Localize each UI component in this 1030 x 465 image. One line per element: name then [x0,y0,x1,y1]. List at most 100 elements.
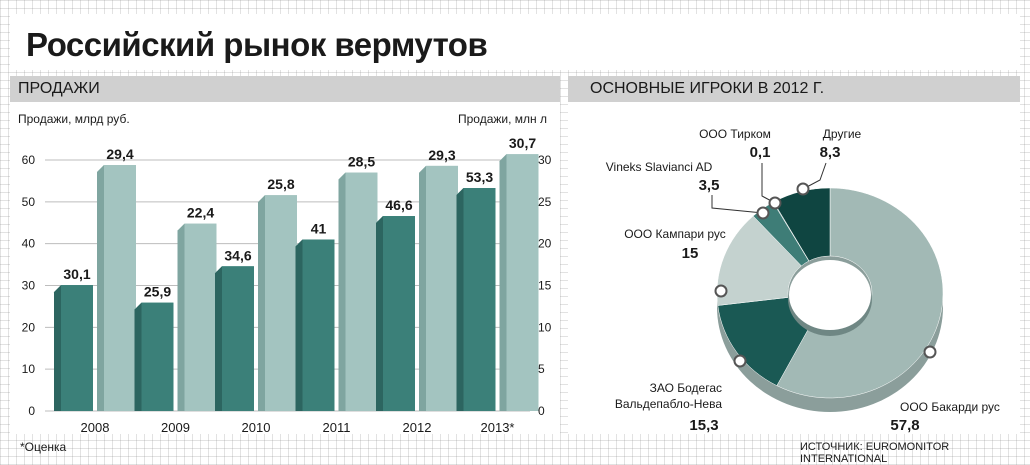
slice-name-label: ООО Кампари рус [624,227,726,241]
slice-name-label: Вальдепабло-Нева [615,397,723,411]
bar-rub [54,285,93,411]
bar-liters-side [419,165,426,411]
slice-marker [768,196,782,210]
bar-rub-side [134,302,142,411]
bar-rub [376,216,415,411]
bar-liters [97,165,136,411]
slice-marker [756,206,770,220]
y-right-axis-label: Продажи, млн л [458,112,547,126]
y-left-tick: 20 [22,320,36,334]
bar-rub-front [141,302,174,411]
slice-value-label: 3,5 [699,177,720,194]
leader-line [711,195,764,214]
slice-marker [796,182,810,196]
y-left-tick: 50 [22,195,36,209]
slice-marker [733,354,747,368]
bar-liters-side [338,172,346,411]
page-title: Российский рынок вермутов [26,26,488,63]
bar-liters-value-label: 28,5 [348,154,375,170]
bar-liters-side [97,165,104,411]
bar-liters-value-label: 29,4 [106,146,133,162]
y-left-tick: 30 [22,279,36,293]
bar-rub [295,239,335,411]
x-tick-label: 2011 [323,420,351,435]
donut-slice [716,215,802,306]
y-right-tick: 0 [538,404,545,418]
slice-marker [923,345,937,359]
donut-slice [773,187,831,262]
bar-rub-front [222,266,254,411]
slice-marker [714,284,728,298]
bar-liters-front [426,165,458,411]
title-band [10,14,1020,70]
bar-liters-front [506,154,539,412]
bar-rub-value-label: 25,9 [144,284,171,300]
players-section-band [568,76,1020,102]
y-right-tick: 20 [538,237,552,251]
bar-rub [456,188,496,411]
bar-rub-side [295,239,303,411]
x-tick-label: 2008 [81,420,110,435]
bar-liters-value-label: 22,4 [187,205,214,221]
slice-name-label: ООО Бакарди рус [900,400,1000,414]
sales-section-band [10,76,560,102]
x-tick-label: 2012 [403,420,432,435]
bar-liters-side [258,195,265,411]
slice-name-label: Другие [823,127,862,141]
bar-rub-value-label: 41 [311,220,327,236]
bar-liters-value-label: 25,8 [267,176,294,192]
bar-rub-front [302,239,335,411]
y-left-tick: 0 [28,404,35,418]
source-note: ИСТОЧНИК: EUROMONITOR INTERNATIONAL [800,441,950,465]
bar-rub-front [383,216,415,411]
y-right-tick: 25 [538,195,552,209]
bar-rub-value-label: 34,6 [224,247,251,263]
bar-rub-front [61,285,93,411]
sales-section-title: ПРОДАЖИ [18,80,100,97]
footnote: *Оценка [20,440,67,454]
y-right-tick: 5 [538,362,545,376]
slice-value-label: 15 [682,245,699,262]
bar-liters [419,165,458,411]
bar-rub-value-label: 30,1 [63,266,90,282]
bar-rub [215,266,254,411]
y-right-tick: 10 [538,320,552,334]
bar-liters-value-label: 29,3 [428,147,455,163]
slice-value-label: 0,1 [750,144,771,161]
slice-name-label: Vineks Slavianci AD [606,160,713,174]
bar-liters-front [184,223,217,411]
bar-liters [499,154,539,412]
bar-liters-side [177,223,185,411]
bar-liters [338,172,378,411]
bar-liters-front [104,165,136,411]
bar-rub [134,302,174,411]
players-section-title: ОСНОВНЫЕ ИГРОКИ В 2012 Г. [590,80,825,97]
bar-rub-side [456,188,464,411]
y-right-tick: 30 [538,153,552,167]
y-right-tick: 15 [538,279,552,293]
y-left-tick: 40 [22,237,36,251]
y-left-tick: 60 [22,153,36,167]
bar-liters-value-label: 30,7 [509,135,536,151]
bar-liters-front [345,172,378,411]
bar-rub-side [215,266,222,411]
slice-name-label: ЗАО Бодегас [650,381,722,395]
donut-hole [789,260,871,330]
bar-liters-front [265,195,297,411]
slice-value-label: 15,3 [689,417,718,434]
x-tick-label: 2010 [242,420,271,435]
slice-value-label: 57,8 [890,417,919,434]
bar-liters-side [499,154,507,412]
slice-value-label: 8,3 [820,144,841,161]
bar-rub-value-label: 46,6 [385,197,412,213]
bar-rub-front [463,188,496,411]
x-tick-label: 2013* [481,420,515,435]
bar-liters [258,195,297,411]
y-left-tick: 10 [22,362,36,376]
bar-rub-side [376,216,383,411]
bar-rub-side [54,285,61,411]
bar-liters [177,223,217,411]
x-tick-label: 2009 [161,420,190,435]
